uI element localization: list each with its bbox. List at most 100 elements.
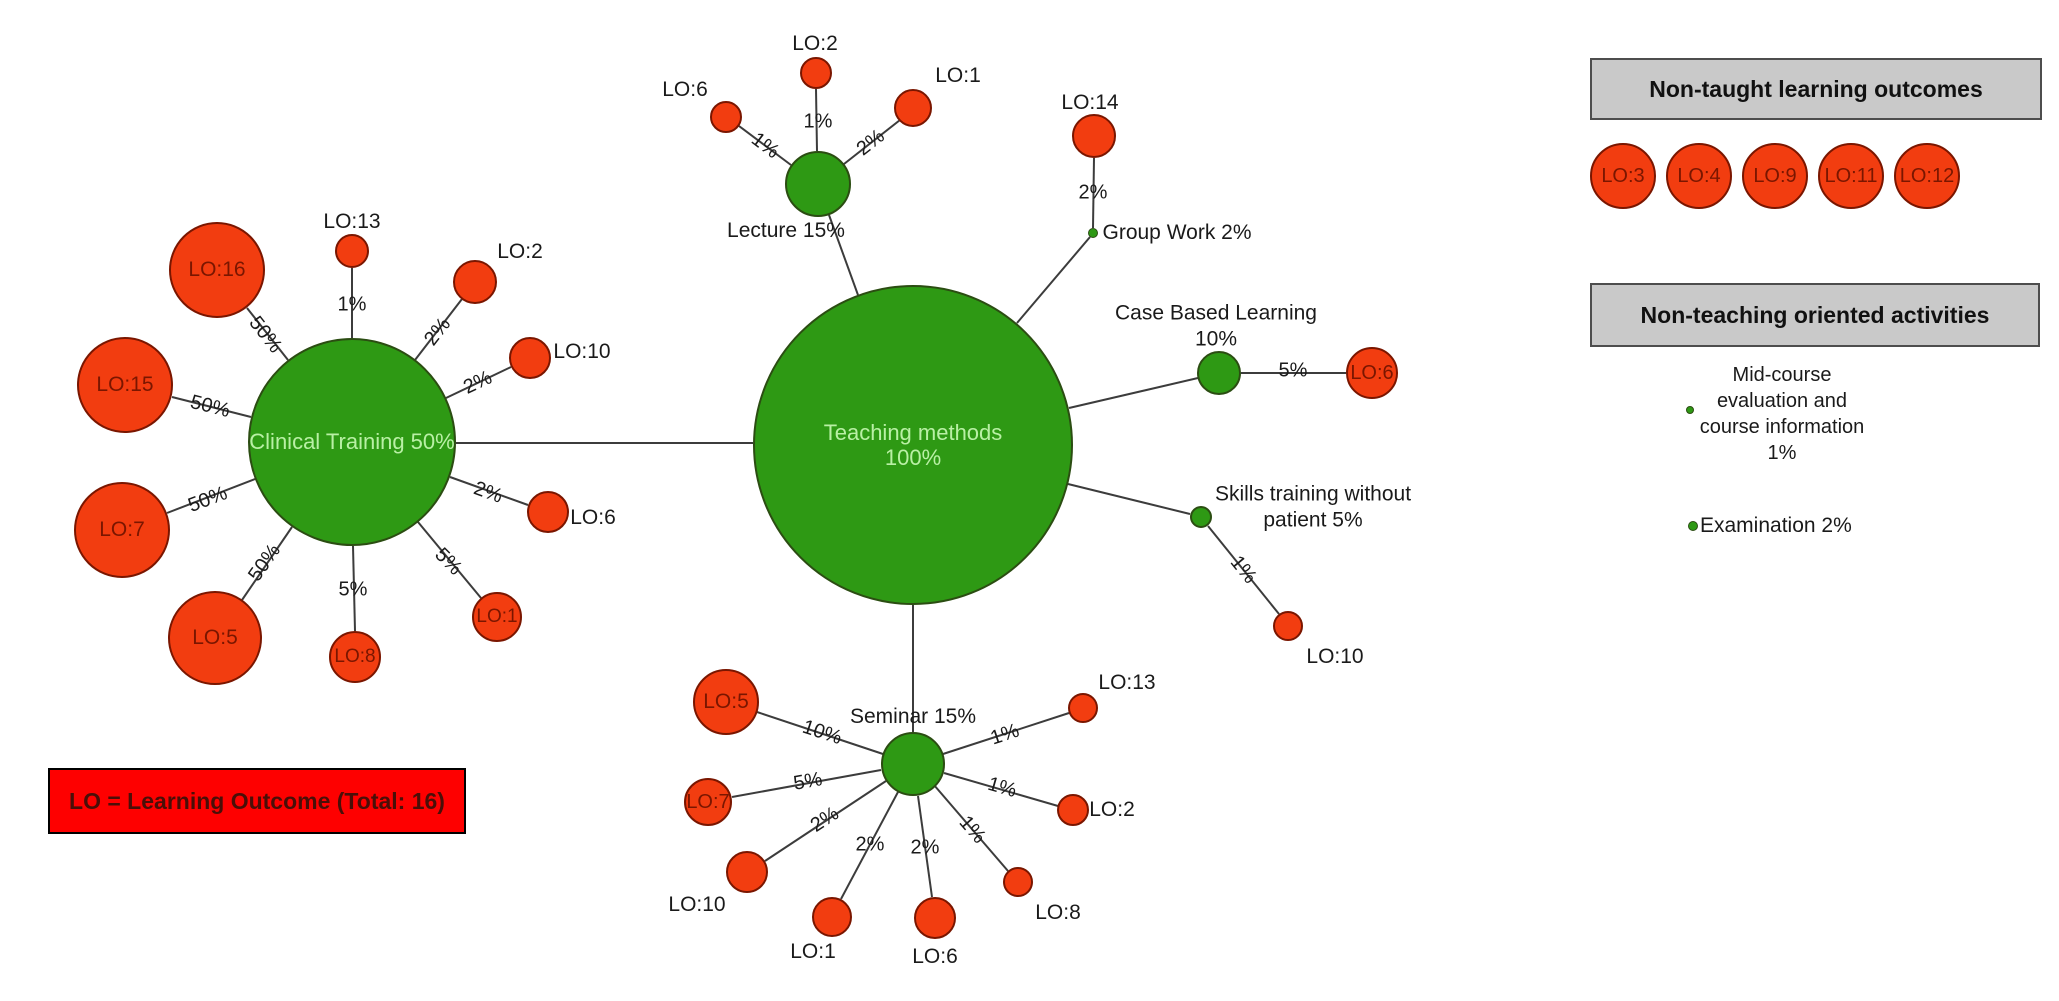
edge-label: 2% (910, 836, 940, 859)
diagram-label: Group Work 2% (1102, 221, 1252, 245)
edge-line (417, 521, 482, 599)
node-sem-lo13 (1068, 693, 1098, 723)
node-gw-lo14 (1072, 114, 1116, 158)
node-lec-lo6 (710, 101, 742, 133)
edge-line (828, 214, 859, 296)
diagram-label: Case Based Learning 10% (1115, 301, 1317, 350)
non-teaching-panel-header: Non-teaching oriented activities (1590, 283, 2040, 347)
diagram-label: LO:6 (912, 945, 958, 969)
edge-line (1068, 377, 1199, 409)
node-cbl-lo6: LO:6 (1346, 347, 1398, 399)
edge-line (942, 712, 1070, 755)
edge-label: 1% (337, 293, 367, 316)
diagram-label: LO:2 (497, 240, 543, 264)
examination-label: Examination 2% (1700, 514, 1852, 537)
diagram-label: LO:2 (1089, 798, 1135, 822)
edge-line (414, 298, 463, 361)
edge-line (840, 791, 899, 900)
edge-line (756, 711, 884, 755)
edge-label: 5% (791, 768, 825, 795)
midcourse-dot (1686, 406, 1694, 414)
diagram-label: LO:10 (553, 340, 611, 364)
edge-line (843, 119, 901, 165)
node-sem-lo1 (812, 897, 852, 937)
diagram-label: LO:14 (1061, 91, 1119, 115)
edge-label: 2% (855, 833, 885, 856)
examination-dot (1688, 521, 1698, 531)
edge-line (352, 545, 356, 632)
non-taught-panel-header: Non-taught learning outcomes (1590, 58, 2042, 120)
node-ct-lo15: LO:15 (77, 337, 173, 433)
node-ct-lo8: LO:8 (329, 631, 381, 683)
edge-line (246, 307, 289, 361)
midcourse-label: Mid-course evaluation and course informa… (1699, 364, 1865, 464)
edge-label: 5% (338, 578, 368, 601)
diagram-label: LO:1 (935, 64, 981, 88)
edge-line (1016, 236, 1091, 324)
node-ct-lo5: LO:5 (168, 591, 262, 685)
node-seminar (881, 732, 945, 796)
edge-line (764, 780, 887, 862)
node-sem-lo6 (914, 897, 956, 939)
edge-label: 1% (803, 110, 833, 133)
edge-label: 2% (1078, 181, 1108, 204)
node-ct-lo1: LO:1 (472, 592, 522, 642)
node-teaching-methods: Teaching methods 100% (753, 285, 1073, 605)
node-ct-lo16: LO:16 (169, 222, 265, 318)
diagram-label: Lecture 15% (727, 219, 845, 243)
non-taught-outcomes-row: LO:3 LO:4 LO:9 LO:11 LO:12 (1590, 143, 1960, 209)
non-taught-outcome-lo3: LO:3 (1590, 143, 1656, 209)
edge-line (171, 396, 252, 418)
node-lecture (785, 151, 851, 217)
edge-label: 5% (1278, 359, 1308, 382)
node-sem-lo7: LO:7 (684, 778, 732, 826)
edge-line (731, 769, 882, 798)
diagram-label: Skills training without patient 5% (1214, 482, 1412, 531)
legend-text: LO = Learning Outcome (Total: 16) (69, 787, 445, 814)
node-ct-lo7: LO:7 (74, 482, 170, 578)
diagram-label: LO:13 (1098, 671, 1156, 695)
edge-line (445, 366, 512, 399)
node-clinical-training: Clinical Training 50% (248, 338, 456, 546)
edge-line (815, 88, 818, 152)
non-taught-outcome-lo12: LO:12 (1894, 143, 1960, 209)
node-sem-lo8 (1003, 867, 1033, 897)
non-taught-outcome-lo4: LO:4 (1666, 143, 1732, 209)
edge-line (1092, 157, 1095, 229)
diagram-label: Seminar 15% (849, 705, 977, 729)
diagram-label: LO:2 (792, 32, 838, 56)
diagram-label: LO:8 (1035, 901, 1081, 925)
diagram-label: LO:13 (323, 210, 381, 234)
node-sem-lo10 (726, 851, 768, 893)
node-ct-lo2 (453, 260, 497, 304)
node-skills-training (1190, 506, 1212, 528)
diagram-label: LO:1 (790, 940, 836, 964)
non-taught-outcome-lo9: LO:9 (1742, 143, 1808, 209)
non-taught-title: Non-taught learning outcomes (1649, 75, 1983, 102)
edge-line (449, 476, 529, 506)
edge-line (241, 526, 293, 601)
edge-line (1207, 525, 1280, 615)
diagram-label: LO:6 (570, 506, 616, 530)
node-case-based-learning (1197, 351, 1241, 395)
node-sk-lo10 (1273, 611, 1303, 641)
node-ct-lo6 (527, 491, 569, 533)
non-taught-outcome-lo11: LO:11 (1818, 143, 1884, 209)
node-ct-lo10 (509, 337, 551, 379)
edge-line (738, 125, 792, 166)
diagram-label: LO:10 (1306, 645, 1364, 669)
node-sem-lo2 (1057, 794, 1089, 826)
edge-line (933, 784, 1009, 872)
diagram-label: LO:10 (668, 893, 726, 917)
edge-line (166, 478, 256, 514)
diagram-label: LO:6 (662, 78, 708, 102)
node-ct-lo13 (335, 234, 369, 268)
edge-line (1067, 483, 1191, 515)
node-lec-lo1 (894, 89, 932, 127)
legend-box: LO = Learning Outcome (Total: 16) (48, 768, 466, 834)
non-teaching-title: Non-teaching oriented activities (1640, 301, 1990, 328)
node-group-work (1088, 228, 1098, 238)
node-lec-lo2 (800, 57, 832, 89)
